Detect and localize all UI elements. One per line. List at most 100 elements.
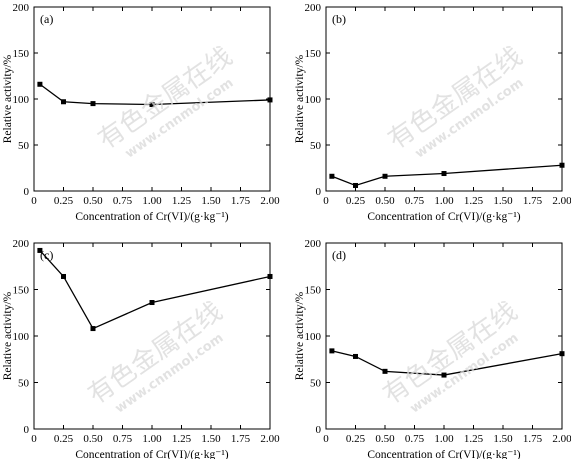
data-point [61, 99, 66, 105]
data-point [37, 247, 43, 253]
x-tick-label: 0.25 [346, 433, 366, 445]
data-point [559, 351, 565, 357]
y-tick-label: 50 [310, 140, 322, 152]
x-tick-label: 0.75 [405, 195, 425, 207]
x-tick-label: 1.00 [434, 433, 454, 445]
y-tick-label: 100 [305, 331, 322, 343]
x-axis-label: Concentration of Cr(VI)/(g·kg⁻¹) [367, 211, 520, 223]
data-point [149, 102, 155, 108]
chart-panel-a: 0 0.25 0.50 0.75 1.00 1.25 1.50 1.75 2.00 0 50 100 1… [2, 2, 280, 223]
x-tick-label: 1.50 [201, 195, 221, 207]
x-tick-label: 0.25 [54, 195, 74, 207]
y-axis-label: Relative activity/% [2, 54, 14, 143]
x-tick-label: 1.00 [434, 195, 454, 207]
data-point [267, 97, 273, 103]
y-tick-label: 200 [305, 2, 322, 14]
x-tick-label: 1.25 [464, 433, 484, 445]
x-tick-label: 0 [31, 195, 37, 207]
y-tick-label: 150 [305, 48, 322, 60]
plot-frame [33, 242, 271, 430]
x-tick-label: 2.00 [552, 195, 571, 207]
x-tick-label: 1.25 [172, 433, 192, 445]
y-tick-label: 50 [18, 140, 30, 152]
series-line [331, 164, 563, 187]
x-tick-label: 1.75 [231, 433, 251, 445]
x-tick-label: 1.50 [493, 195, 513, 207]
data-point [149, 300, 155, 306]
y-tick-label: 100 [13, 94, 30, 106]
y-tick-label: 50 [18, 378, 30, 390]
y-tick-label: 200 [13, 2, 30, 14]
x-tick-label: 1.25 [172, 195, 192, 207]
x-tick-label: 0.75 [113, 195, 133, 207]
x-tick-label: 1.00 [142, 195, 162, 207]
x-tick-label: 0.50 [375, 195, 395, 207]
data-point [559, 162, 565, 168]
y-tick-label: 0 [24, 186, 30, 198]
y-tick-label: 100 [305, 94, 322, 106]
x-tick-label: 0.50 [83, 195, 103, 207]
x-tick-label: 0.75 [405, 433, 425, 445]
panel-label: (d) [332, 248, 346, 262]
y-tick-label: 200 [305, 238, 322, 250]
x-tick-label: 0.25 [346, 195, 366, 207]
x-tick-label: 0 [323, 433, 329, 445]
y-tick-label: 150 [305, 285, 322, 297]
y-axis-label: Relative activity/% [294, 54, 306, 143]
x-tick-label: 2.00 [260, 433, 280, 445]
y-tick-label: 200 [13, 238, 30, 250]
data-point [382, 173, 388, 179]
x-tick-label: 1.50 [493, 433, 513, 445]
x-tick-label: 0 [323, 195, 329, 207]
data-point [90, 326, 96, 332]
plot-frame [325, 242, 563, 430]
data-point [441, 372, 447, 378]
x-tick-label: 0.50 [83, 433, 103, 445]
data-point [382, 368, 388, 374]
x-axis-label: Concentration of Cr(VI)/(g·kg⁻¹) [367, 449, 520, 459]
x-tick-label: 2.00 [260, 195, 280, 207]
data-point [267, 273, 273, 279]
x-axis-label: Concentration of Cr(VI)/(g·kg⁻¹) [75, 211, 228, 223]
x-tick-label: 1.50 [201, 433, 221, 445]
y-tick-label: 150 [13, 285, 30, 297]
y-tick-label: 0 [24, 424, 30, 436]
data-point [353, 182, 358, 188]
data-point [329, 348, 335, 354]
y-tick-label: 50 [310, 378, 322, 390]
x-tick-label: 1.25 [464, 195, 484, 207]
data-point [353, 353, 358, 359]
x-tick-label: 1.75 [523, 195, 543, 207]
chart-panel-b: 0 0.25 0.50 0.75 1.00 1.25 1.50 1.75 2.00 0 50 100 1… [294, 2, 571, 223]
y-tick-label: 100 [13, 331, 30, 343]
y-tick-label: 0 [316, 424, 322, 436]
data-point [441, 171, 447, 177]
panel-label: (b) [332, 12, 346, 26]
panel-label: (a) [40, 12, 53, 26]
data-point [90, 101, 96, 107]
chart-panel-c: 0 0.25 0.50 0.75 1.00 1.25 1.50 1.75 2.00 0 50 100 1… [2, 238, 280, 459]
x-tick-label: 0.75 [113, 433, 133, 445]
x-axis-label: Concentration of Cr(VI)/(g·kg⁻¹) [75, 449, 228, 459]
x-tick-label: 0.50 [375, 433, 395, 445]
data-point [61, 273, 66, 279]
x-tick-label: 1.75 [523, 433, 543, 445]
x-tick-label: 1.00 [142, 433, 162, 445]
x-tick-label: 0.25 [54, 433, 74, 445]
y-tick-label: 150 [13, 48, 30, 60]
y-tick-label: 0 [316, 186, 322, 198]
chart-panel-d: 0 0.25 0.50 0.75 1.00 1.25 1.50 1.75 2.00 0 50 100 1… [294, 238, 571, 459]
panel-label: (c) [40, 248, 53, 262]
data-point [37, 81, 43, 87]
y-axis-label: Relative activity/% [2, 291, 14, 380]
data-point [329, 173, 335, 179]
x-tick-label: 2.00 [552, 433, 571, 445]
y-axis-label: Relative activity/% [294, 291, 306, 380]
x-tick-label: 1.75 [231, 195, 251, 207]
series-line [39, 250, 271, 330]
